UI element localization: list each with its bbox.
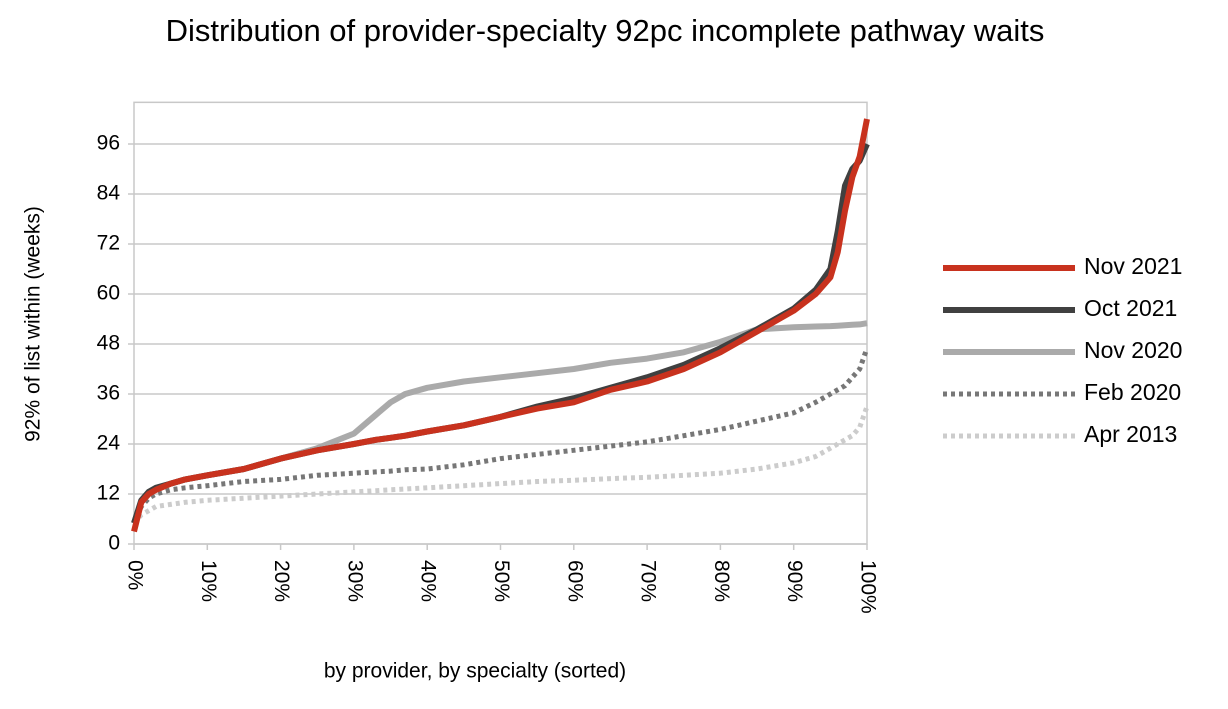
legend-label: Nov 2020 [1084,337,1182,363]
y-tick-label: 36 [97,382,120,405]
x-tick-label: 20% [270,560,293,602]
y-tick-label: 96 [97,132,120,155]
y-tick-label: 48 [97,332,120,355]
x-tick-label: 90% [783,560,806,602]
series-line [132,405,870,525]
x-tick-label: 80% [710,560,733,602]
y-tick-label: 0 [108,532,120,555]
y-tick-label: 60 [97,282,120,305]
legend-label: Feb 2020 [1084,379,1181,405]
x-tick-label: 0% [123,560,146,590]
x-axis-label: by provider, by specialty (sorted) [324,660,626,683]
y-tick-label: 72 [97,232,120,255]
x-tick-label: 70% [637,560,660,602]
legend-label: Apr 2013 [1084,421,1177,447]
y-axis-label: 92% of list within (weeks) [22,206,45,442]
x-tick-label: 60% [563,560,586,602]
x-tick-label: 40% [417,560,440,602]
chart-title: Distribution of provider-specialty 92pc … [166,13,1045,48]
plot-area [133,101,868,545]
series-line [131,118,870,533]
y-tick-label: 24 [97,432,121,455]
legend-label: Nov 2021 [1084,253,1182,279]
y-tick-label: 84 [97,182,121,205]
x-tick-label: 30% [343,560,366,602]
series-line [131,347,870,525]
y-tick-label: 12 [97,482,120,505]
x-tick-label: 50% [490,560,513,602]
x-tick-label: 100% [856,560,879,614]
legend-label: Oct 2021 [1084,295,1177,321]
x-tick-label: 10% [197,560,220,602]
